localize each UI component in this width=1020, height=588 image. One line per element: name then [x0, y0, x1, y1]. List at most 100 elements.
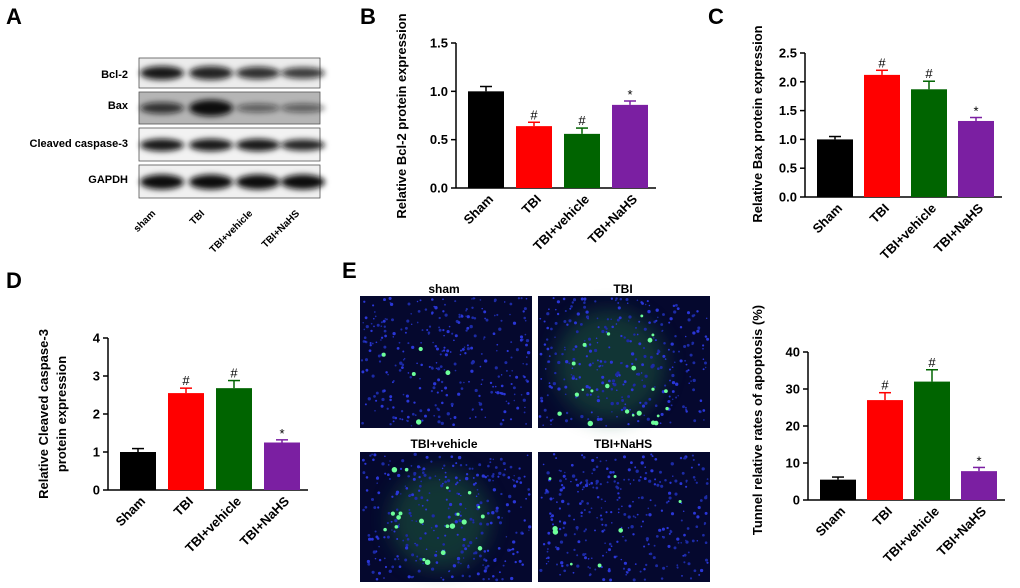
nucleus-dot	[496, 313, 499, 316]
tunel-positive-cell	[581, 388, 585, 391]
nucleus-dot	[391, 495, 394, 498]
nucleus-dot	[371, 342, 374, 345]
nucleus-dot	[402, 350, 405, 353]
nucleus-dot	[699, 499, 703, 502]
nucleus-dot	[590, 411, 593, 414]
tunel-positive-cell	[404, 467, 409, 472]
blot-lane-label: sham	[132, 208, 158, 234]
micrograph	[360, 452, 532, 582]
blot-band	[281, 67, 325, 79]
nucleus-dot	[672, 475, 674, 477]
nucleus-dot	[438, 479, 441, 481]
nucleus-dot	[525, 363, 528, 366]
nucleus-dot	[606, 318, 610, 321]
nucleus-dot	[692, 331, 696, 335]
blot-band	[281, 174, 325, 190]
nucleus-dot	[447, 507, 450, 510]
nucleus-dot	[696, 310, 699, 313]
nucleus-dot	[648, 513, 652, 517]
nucleus-dot	[493, 314, 496, 317]
nucleus-dot	[426, 328, 429, 332]
nucleus-dot	[599, 482, 602, 486]
nucleus-dot	[683, 533, 686, 537]
nucleus-dot	[650, 469, 654, 473]
nucleus-dot	[579, 502, 582, 505]
nucleus-dot	[685, 485, 688, 488]
nucleus-dot	[369, 344, 372, 347]
nucleus-dot	[444, 475, 447, 479]
nucleus-dot	[622, 455, 627, 459]
nucleus-dot	[566, 551, 569, 554]
nucleus-dot	[676, 566, 679, 569]
nucleus-dot	[430, 567, 435, 571]
nucleus-dot	[644, 466, 647, 469]
nucleus-dot	[497, 375, 501, 378]
nucleus-dot	[562, 297, 566, 301]
blot-band	[236, 174, 280, 190]
nucleus-dot	[563, 378, 566, 381]
nucleus-dot	[554, 546, 558, 549]
nucleus-dot	[674, 479, 678, 483]
nucleus-dot	[570, 417, 573, 421]
nucleus-dot	[466, 315, 470, 319]
nucleus-dot	[497, 547, 501, 550]
nucleus-dot	[660, 509, 664, 512]
nucleus-dot	[691, 341, 695, 345]
tunel-positive-cell	[653, 420, 659, 426]
nucleus-dot	[704, 361, 707, 365]
x-category-label: TBI	[519, 192, 544, 217]
nucleus-dot	[503, 410, 507, 414]
nucleus-dot	[667, 544, 671, 548]
nucleus-dot	[526, 351, 531, 355]
nucleus-dot	[552, 523, 554, 526]
nucleus-dot	[445, 393, 449, 397]
nucleus-dot	[679, 326, 683, 329]
nucleus-dot	[405, 543, 409, 547]
nucleus-dot	[519, 481, 523, 484]
nucleus-dot	[643, 545, 646, 548]
nucleus-dot	[416, 465, 421, 469]
nucleus-dot	[421, 504, 424, 507]
nucleus-dot	[649, 355, 653, 359]
nucleus-dot	[440, 484, 444, 488]
nucleus-dot	[522, 363, 524, 365]
nucleus-dot	[528, 529, 530, 531]
nucleus-dot	[373, 311, 376, 313]
nucleus-dot	[612, 382, 614, 385]
blot-band	[140, 102, 184, 114]
nucleus-dot	[672, 304, 676, 308]
blot-row-label: GAPDH	[88, 174, 128, 186]
nucleus-dot	[479, 501, 483, 505]
nucleus-dot	[420, 480, 423, 483]
nucleus-dot	[520, 394, 523, 396]
nucleus-dot	[471, 467, 474, 470]
nucleus-dot	[582, 456, 586, 459]
nucleus-dot	[521, 532, 524, 535]
nucleus-dot	[461, 347, 465, 351]
nucleus-dot	[468, 380, 470, 383]
nucleus-dot	[645, 537, 650, 541]
nucleus-dot	[629, 408, 631, 411]
nucleus-dot	[372, 304, 375, 307]
nucleus-dot	[659, 481, 661, 483]
nucleus-dot	[580, 511, 583, 515]
nucleus-dot	[492, 574, 495, 578]
nucleus-dot	[407, 475, 410, 478]
nucleus-dot	[620, 488, 622, 490]
nucleus-dot	[459, 381, 462, 384]
nucleus-dot	[513, 475, 515, 477]
nucleus-dot	[474, 482, 477, 485]
nucleus-dot	[523, 316, 526, 320]
nucleus-dot	[688, 382, 690, 385]
nucleus-dot	[373, 453, 377, 457]
nucleus-dot	[483, 336, 486, 339]
nucleus-dot	[676, 564, 679, 567]
y-tick-label: 1.0	[779, 132, 797, 147]
tunel-positive-cell	[461, 519, 467, 525]
nucleus-dot	[633, 333, 636, 336]
nucleus-dot	[465, 309, 467, 312]
nucleus-dot	[588, 483, 591, 486]
nucleus-dot	[692, 361, 696, 365]
nucleus-dot	[513, 399, 516, 402]
nucleus-dot	[410, 465, 413, 467]
